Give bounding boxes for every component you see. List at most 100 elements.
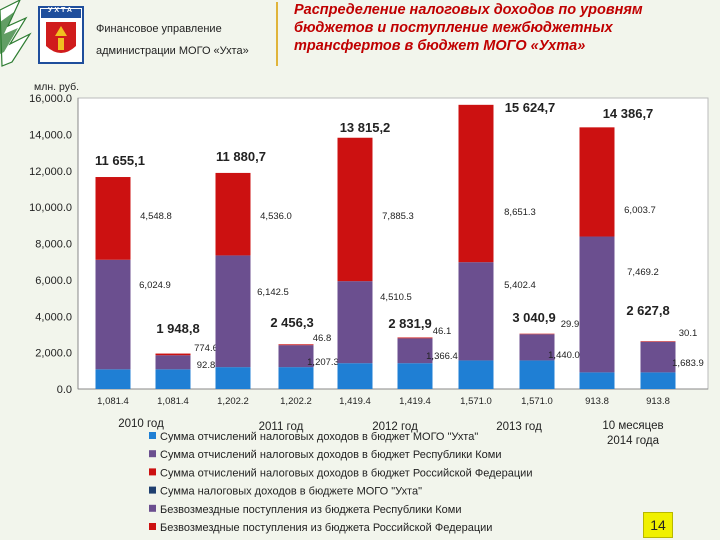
legend-label: Сумма налоговых доходов в бюджете МОГО "… xyxy=(160,486,422,498)
data-label: 1,419.4 xyxy=(339,396,371,407)
y-tick-label: 12,000.0 xyxy=(29,166,72,178)
data-label: 1,571.0 xyxy=(521,396,553,407)
data-label: 6,024.9 xyxy=(139,280,171,291)
data-label: 92.8 xyxy=(197,360,216,371)
org-name-line2: администрации МОГО «Ухта» xyxy=(96,45,249,57)
data-label: 1,419.4 xyxy=(399,396,431,407)
data-label: 1,207.3 xyxy=(307,357,339,368)
bar-segment-rf xyxy=(640,341,676,342)
data-label: 6,142.5 xyxy=(257,287,289,298)
bar-segment-mogo xyxy=(278,367,314,389)
y-tick-label: 4,000.0 xyxy=(35,311,72,323)
bar-segment-mogo xyxy=(519,360,555,389)
org-name-line1: Финансовое управление xyxy=(96,23,222,35)
page-number: 14 xyxy=(643,512,673,538)
legend-swatch xyxy=(149,523,156,530)
bar-segment-rf xyxy=(519,333,555,335)
y-tick-label: 16,000.0 xyxy=(29,93,72,105)
bar-segment-komi xyxy=(95,259,131,370)
coat-of-arms-icon xyxy=(38,6,84,64)
y-tick-label: 14,000.0 xyxy=(29,129,72,141)
header-divider xyxy=(276,2,278,66)
legend-label: Сумма отчислений налоговых доходов в бюд… xyxy=(160,431,478,443)
data-label: 46.8 xyxy=(313,333,332,344)
bar-segment-mogo xyxy=(640,372,676,389)
bar-segment-komi xyxy=(155,355,191,370)
data-label: 1,081.4 xyxy=(97,396,129,407)
data-label: 30.1 xyxy=(679,328,698,339)
bar-segment-rf xyxy=(95,177,131,260)
total-label: 2 456,3 xyxy=(270,315,313,330)
data-label: 1,202.2 xyxy=(217,396,249,407)
emblem-text: УХТА xyxy=(48,7,74,14)
bar-segment-mogo xyxy=(95,369,131,389)
period-label: 2010 год xyxy=(118,418,164,430)
data-label: 1,683.9 xyxy=(672,358,704,369)
data-label: 5,402.4 xyxy=(504,280,536,291)
y-tick-label: 8,000.0 xyxy=(35,239,72,251)
legend-label: Безвозмездные поступления из бюджета Рес… xyxy=(160,504,462,516)
period-label: 2013 год xyxy=(496,421,542,433)
data-label: 4,536.0 xyxy=(260,211,292,222)
data-label: 913.8 xyxy=(585,396,609,407)
data-label: 913.8 xyxy=(646,396,670,407)
bar-segment-mogo xyxy=(155,369,191,389)
legend-swatch xyxy=(149,486,156,494)
legend-label: Сумма отчислений налоговых доходов в бюд… xyxy=(160,467,532,479)
y-tick-label: 10,000.0 xyxy=(29,202,72,214)
bar-segment-mogo xyxy=(579,372,615,389)
total-label: 11 880,7 xyxy=(216,149,266,164)
slide-title: Распределение налоговых доходов по уровн… xyxy=(294,2,643,54)
data-label: 29.9 xyxy=(561,319,580,330)
y-tick-label: 0.0 xyxy=(57,384,72,396)
bar-segment-komi xyxy=(397,338,433,364)
bar-segment-rf xyxy=(579,127,615,237)
data-label: 6,003.7 xyxy=(624,205,656,216)
data-label: 4,548.8 xyxy=(140,211,172,222)
bar-segment-rf xyxy=(215,172,251,256)
y-tick-label: 6,000.0 xyxy=(35,275,72,287)
bar-segment-rf xyxy=(278,344,314,346)
data-label: 4,510.5 xyxy=(380,292,412,303)
legend-swatch xyxy=(149,504,156,512)
legend-swatch xyxy=(149,468,156,476)
bar-segment-mogo xyxy=(397,363,433,389)
data-label: 46.1 xyxy=(433,326,452,337)
total-label: 13 815,2 xyxy=(340,120,391,135)
legend-label: Безвозмездные поступления из бюджета Рос… xyxy=(160,522,492,534)
period-label: 2014 года xyxy=(607,435,660,447)
bar-segment-komi xyxy=(278,345,314,368)
bar-segment-mogo xyxy=(458,360,494,389)
data-label: 774.6 xyxy=(194,343,218,354)
data-label: 1,202.2 xyxy=(280,396,312,407)
period-label: 10 месяцев xyxy=(602,420,663,432)
bar-segment-komi xyxy=(458,262,494,361)
bar-segment-komi xyxy=(579,236,615,373)
data-label: 1,366.4 xyxy=(426,351,458,362)
total-label: 14 386,7 xyxy=(603,106,654,121)
data-label: 7,469.2 xyxy=(627,267,659,278)
bar-segment-rf xyxy=(155,353,191,356)
total-label: 2 627,8 xyxy=(626,303,669,318)
data-label: 1,571.0 xyxy=(460,396,492,407)
bar-segment-rf xyxy=(337,137,373,282)
bar-segment-rf xyxy=(397,337,433,339)
y-axis-unit-label: млн. руб. xyxy=(34,81,79,93)
total-label: 11 655,1 xyxy=(95,153,145,168)
data-label: 8,651.3 xyxy=(504,207,536,218)
legend-swatch xyxy=(149,450,156,458)
total-label: 3 040,9 xyxy=(512,310,555,325)
bar-segment-komi xyxy=(215,255,251,368)
bar-segment-komi xyxy=(337,281,373,364)
data-label: 1,081.4 xyxy=(157,396,189,407)
bar-segment-mogo xyxy=(215,367,251,389)
total-label: 1 948,8 xyxy=(156,321,199,336)
y-tick-label: 2,000.0 xyxy=(35,348,72,360)
bar-segment-komi xyxy=(519,334,555,361)
period-label: 2012 год xyxy=(372,421,418,433)
data-label: 1,440.0 xyxy=(548,350,580,361)
wing-logo-icon xyxy=(0,0,32,67)
total-label: 2 831,9 xyxy=(388,316,431,331)
legend-label: Сумма отчислений налоговых доходов в бюд… xyxy=(160,449,502,461)
